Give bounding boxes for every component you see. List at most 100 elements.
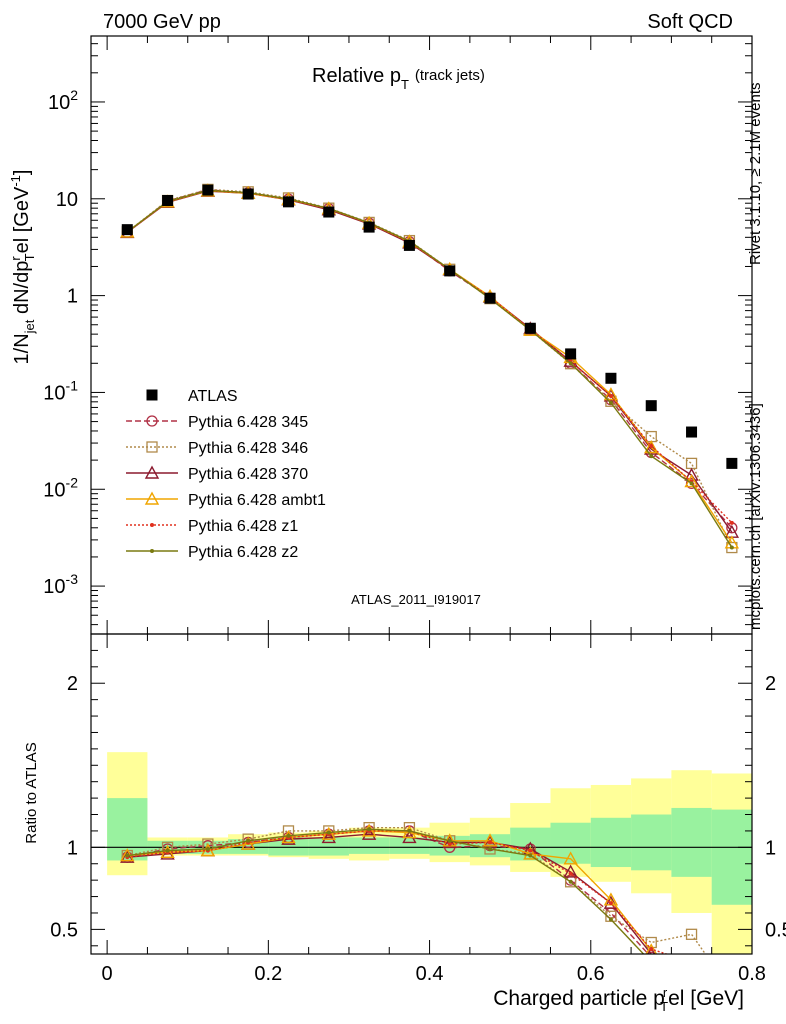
analysis-label: ATLAS_2011_I919017 bbox=[351, 592, 481, 607]
atlas-point bbox=[242, 188, 254, 200]
atlas-point bbox=[282, 196, 294, 208]
ratio-line-z2 bbox=[127, 828, 645, 954]
x-tick-label: 0.4 bbox=[416, 963, 444, 985]
ratio-point-z2 bbox=[649, 960, 653, 964]
ratio-y-axis-label: Ratio to ATLAS bbox=[23, 742, 40, 843]
atlas-point bbox=[323, 206, 335, 218]
legend-label: Pythia 6.428 z2 bbox=[188, 544, 298, 561]
y-axis-label: 1/Njet dN/dprTel [GeV-1] bbox=[8, 170, 37, 365]
atlas-point bbox=[605, 372, 617, 384]
atlas-point bbox=[686, 426, 698, 438]
ratio-point-z2 bbox=[608, 917, 613, 922]
header-right: Soft QCD bbox=[647, 11, 733, 33]
ratio-point-p370 bbox=[321, 830, 336, 844]
ratio-tick-label: 0.5 bbox=[50, 919, 78, 941]
ratio-point-z1 bbox=[608, 901, 613, 906]
axis-ticks bbox=[91, 36, 753, 954]
series-line-p346 bbox=[126, 188, 733, 548]
legend-label: Pythia 6.428 ambt1 bbox=[188, 492, 326, 509]
x-tick-label: 0.8 bbox=[738, 963, 766, 985]
band-inner bbox=[590, 817, 632, 868]
ratio-line-p345 bbox=[127, 830, 650, 954]
atlas-point bbox=[645, 400, 657, 412]
point-z2 bbox=[689, 481, 694, 486]
y-tick-label: 1 bbox=[67, 286, 78, 308]
ratio-point-p370 bbox=[361, 826, 377, 840]
x-tick-label: 0 bbox=[102, 963, 113, 985]
ratio-uncertainty-bands bbox=[91, 752, 752, 954]
ratio-point-ambt1 bbox=[523, 846, 538, 860]
ratio-point-z1 bbox=[488, 840, 493, 845]
ratio-point-z2 bbox=[528, 853, 533, 858]
ratio-point-z2 bbox=[447, 838, 452, 843]
y-tick-label: 10-2 bbox=[43, 474, 78, 501]
atlas-point bbox=[726, 457, 738, 469]
ratio-point-ambt1 bbox=[160, 844, 175, 858]
ratio-tick-label-right: 1 bbox=[765, 837, 776, 859]
ratio-point-p346 bbox=[685, 928, 698, 940]
atlas-point bbox=[484, 292, 496, 304]
point-z1 bbox=[649, 443, 654, 448]
x-axis-label: Charged particle pr Tel [GeV] bbox=[493, 985, 744, 1014]
point-p346 bbox=[685, 457, 698, 470]
point-z2 bbox=[729, 545, 734, 550]
ratio-point-p345 bbox=[646, 951, 656, 954]
ratio-tick-label: 2 bbox=[67, 673, 78, 695]
header-left: 7000 GeV pp bbox=[103, 11, 221, 33]
ratio-plot-frame bbox=[90, 633, 753, 955]
point-z2 bbox=[608, 400, 613, 405]
atlas-point bbox=[202, 184, 214, 196]
ratio-point-ambt1 bbox=[482, 833, 498, 847]
legend-label: Pythia 6.428 z1 bbox=[188, 518, 298, 535]
series-line-ambt1 bbox=[126, 190, 733, 544]
ratio-point-z1 bbox=[568, 871, 573, 876]
legend-marker bbox=[146, 389, 158, 401]
ratio-point-z2 bbox=[326, 830, 331, 835]
legend-marker bbox=[146, 415, 158, 427]
ratio-point-ambt1 bbox=[321, 826, 336, 840]
ratio-point-z2 bbox=[205, 846, 210, 851]
mcplots-label: mcplots.cern.ch [arXiv:1306.3436] bbox=[747, 403, 764, 630]
ratio-point-z1 bbox=[690, 960, 694, 964]
point-z1 bbox=[608, 393, 613, 398]
ratio-point-z2 bbox=[165, 848, 170, 853]
ratio-point-z2 bbox=[125, 853, 130, 858]
legend-label: Pythia 6.428 346 bbox=[188, 440, 308, 457]
point-z2 bbox=[649, 454, 654, 459]
ratio-point-z2 bbox=[286, 833, 291, 838]
ratio-line-ambt1 bbox=[127, 830, 652, 952]
atlas-point bbox=[363, 221, 375, 233]
atlas-point bbox=[121, 224, 133, 236]
legend-label: Pythia 6.428 345 bbox=[188, 414, 308, 431]
ratio-point-z1 bbox=[649, 947, 654, 952]
y-tick-label: 102 bbox=[48, 87, 78, 114]
band-inner bbox=[671, 807, 712, 877]
y-tick-label: 10 bbox=[56, 189, 78, 211]
ratio-point-p370 bbox=[120, 849, 135, 863]
band-inner bbox=[348, 837, 390, 854]
ratio-point-z1 bbox=[447, 842, 452, 847]
atlas-point bbox=[444, 265, 456, 277]
band-inner bbox=[268, 837, 309, 856]
ratio-tick-label-right: 2 bbox=[765, 673, 776, 695]
y-tick-label: 10-1 bbox=[43, 377, 78, 404]
ratio-point-z2 bbox=[367, 827, 372, 832]
atlas-point bbox=[565, 348, 577, 360]
ratio-tick-label: 1 bbox=[67, 837, 78, 859]
y-tick-label: 10-3 bbox=[43, 571, 78, 598]
x-tick-label: 0.2 bbox=[254, 963, 282, 985]
series-line-z2 bbox=[126, 189, 733, 548]
legend: ATLAS Pythia 6.428 345 Pythia 6.428 346 Pyt… bbox=[126, 388, 326, 561]
ratio-point-ambt1 bbox=[563, 851, 578, 865]
legend-label: Pythia 6.428 370 bbox=[188, 466, 308, 483]
legend-label: ATLAS bbox=[188, 388, 238, 405]
legend-marker bbox=[150, 523, 154, 527]
legend-marker bbox=[144, 465, 160, 479]
band-inner bbox=[631, 814, 672, 871]
atlas-point bbox=[524, 322, 536, 334]
ratio-point-z2 bbox=[568, 879, 573, 884]
atlas-point bbox=[403, 239, 415, 251]
legend-marker bbox=[146, 441, 158, 453]
ratio-point-z2 bbox=[488, 846, 493, 851]
